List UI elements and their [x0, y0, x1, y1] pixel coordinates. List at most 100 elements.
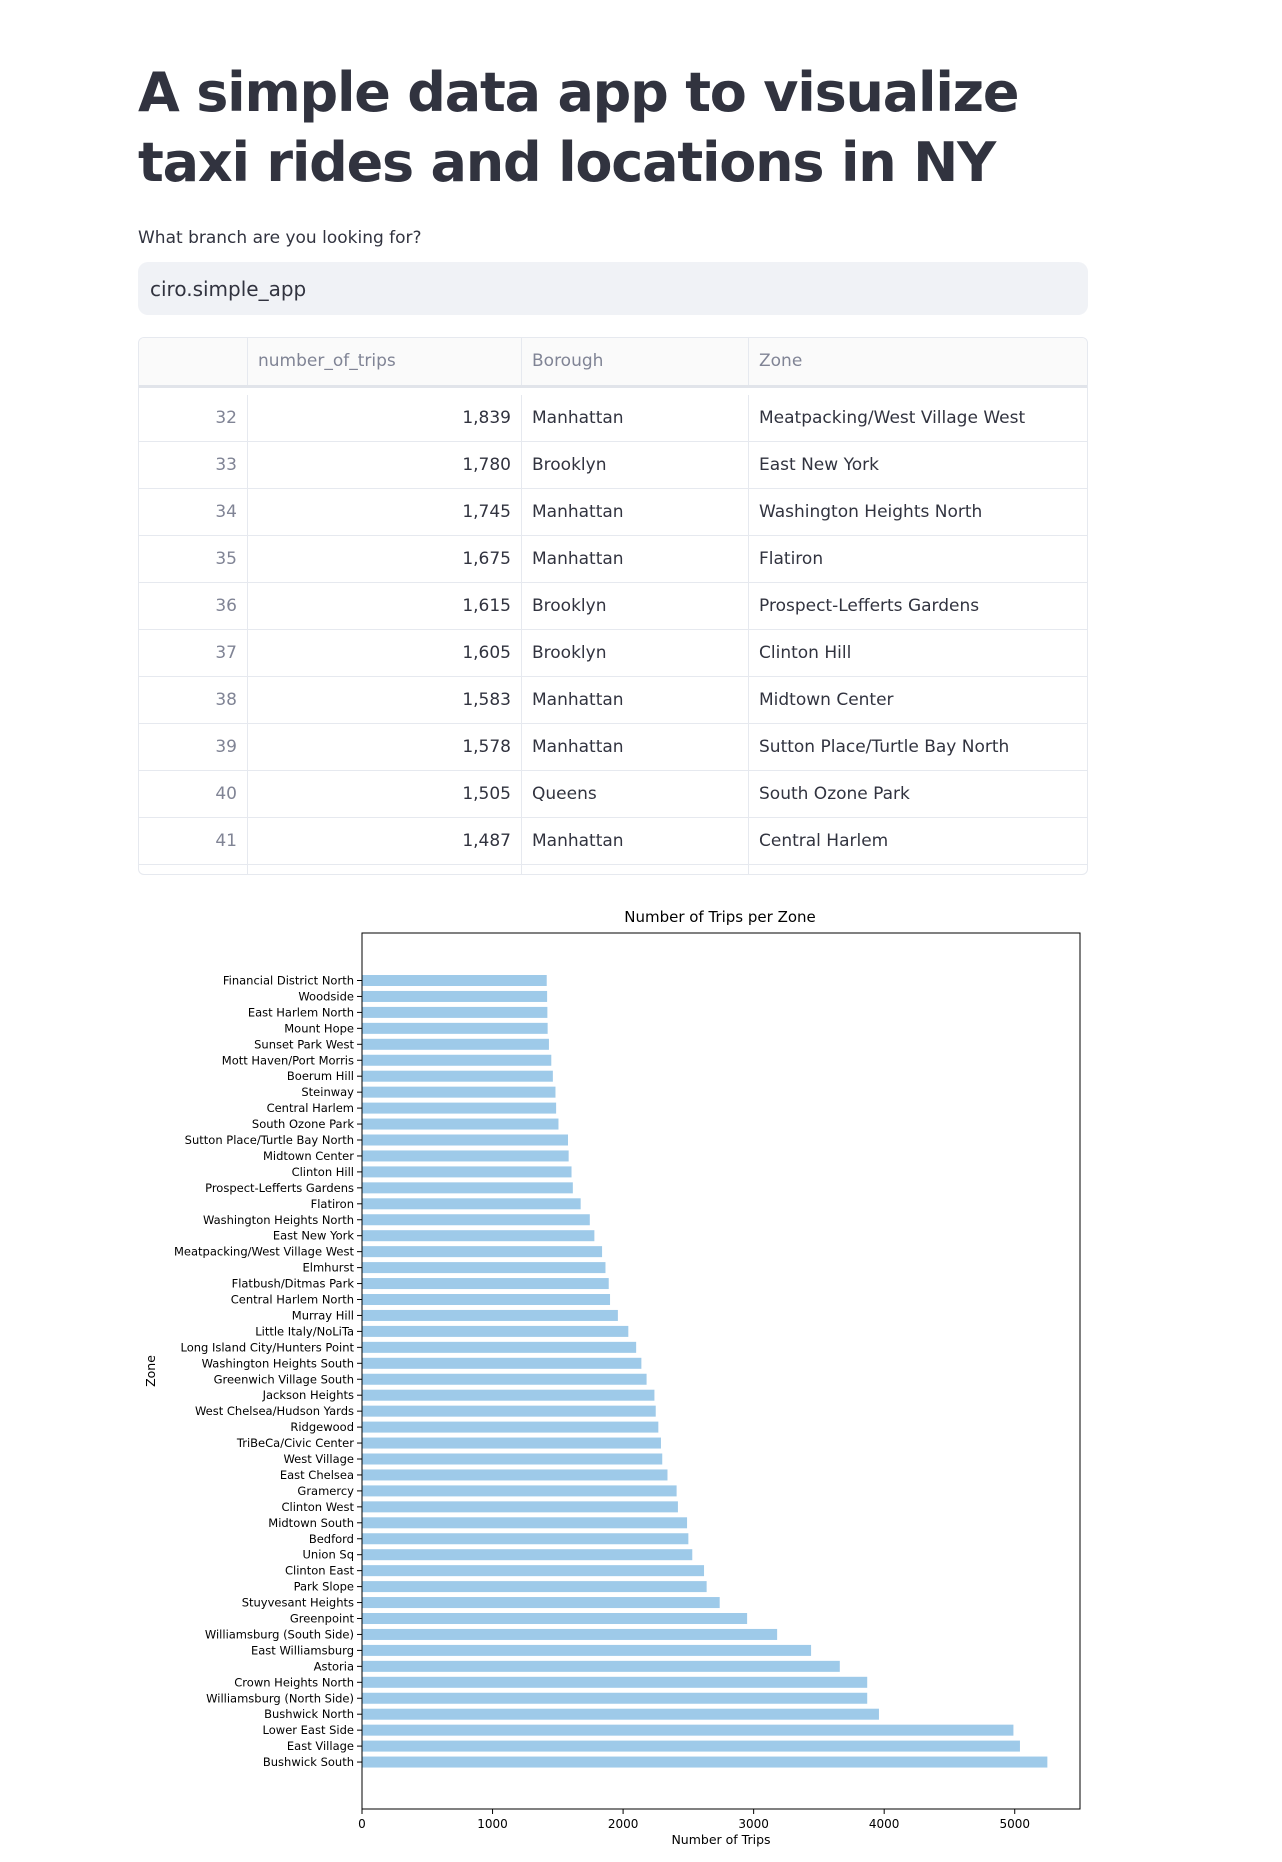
bar-washington-heights-north	[362, 1214, 590, 1226]
table-row[interactable]: 36 1,615 Brooklyn Prospect-Lefferts Gard…	[139, 583, 1087, 630]
bar-lower-east-side	[362, 1724, 1014, 1736]
cell-zone[interactable]: Midtown Center	[759, 690, 894, 710]
row-index: 38	[139, 677, 248, 723]
bar-midtown-center	[362, 1150, 569, 1162]
row-index: 39	[139, 724, 248, 770]
row-index	[139, 865, 248, 874]
bar-east-new-york	[362, 1230, 595, 1242]
data-table[interactable]: number_of_trips Borough Zone 32 1,839 Ma…	[138, 337, 1088, 875]
bar-long-island-city-hunters-point	[362, 1341, 637, 1353]
cell-zone[interactable]: Central Harlem	[759, 831, 889, 851]
y-tick-label: Bedford	[309, 1532, 354, 1546]
table-row[interactable]: 41 1,487 Manhattan Central Harlem	[139, 818, 1087, 865]
bar-mott-haven-port-morris	[362, 1054, 552, 1066]
y-tick-label: Long Island City/Hunters Point	[180, 1340, 354, 1354]
cell-zone[interactable]: Prospect-Lefferts Gardens	[759, 596, 980, 616]
y-tick-label: Greenwich Village South	[214, 1372, 354, 1386]
bar-east-village	[362, 1740, 1020, 1752]
y-tick-label: Stuyvesant Heights	[242, 1596, 354, 1610]
y-tick-label: Park Slope	[294, 1580, 354, 1594]
cell-borough[interactable]: Brooklyn	[522, 630, 749, 676]
cell-zone[interactable]	[749, 865, 1087, 874]
bar-bedford	[362, 1533, 689, 1545]
y-tick-label: Bushwick North	[264, 1707, 354, 1721]
bar-crown-heights-north	[362, 1676, 868, 1688]
cell-borough[interactable]: Brooklyn	[522, 442, 749, 488]
bar-west-village	[362, 1453, 663, 1465]
trips-per-zone-chart: Number of Trips per Zone Financial Distr…	[143, 908, 1081, 1847]
cell-borough[interactable]: Queens	[522, 771, 749, 817]
cell-borough[interactable]	[522, 865, 749, 874]
y-tick-label: Financial District North	[223, 974, 354, 988]
table-header: number_of_trips Borough Zone	[139, 338, 1087, 388]
cell-number-of-trips[interactable]: 1,505	[248, 771, 522, 817]
y-tick-label: Washington Heights North	[203, 1213, 354, 1227]
table-row[interactable]: 40 1,505 Queens South Ozone Park	[139, 771, 1087, 818]
y-tick-label: Greenpoint	[290, 1612, 355, 1626]
table-row[interactable]: 39 1,578 Manhattan Sutton Place/Turtle B…	[139, 724, 1087, 771]
cell-borough[interactable]: Manhattan	[522, 489, 749, 535]
cell-number-of-trips[interactable]: 1,745	[248, 489, 522, 535]
bar-clinton-west	[362, 1501, 678, 1513]
bar-east-williamsburg	[362, 1644, 812, 1656]
y-tick-label: Ridgewood	[290, 1420, 354, 1434]
cell-borough[interactable]: Brooklyn	[522, 583, 749, 629]
table-row[interactable]: 37 1,605 Brooklyn Clinton Hill	[139, 630, 1087, 677]
y-tick-label: Washington Heights South	[202, 1356, 354, 1370]
table-row[interactable]: 32 1,839 Manhattan Meatpacking/West Vill…	[139, 395, 1087, 442]
bar-tribeca-civic-center	[362, 1437, 661, 1449]
table-row[interactable]: 33 1,780 Brooklyn East New York	[139, 442, 1087, 489]
y-tick-label: Elmhurst	[303, 1261, 355, 1275]
table-row[interactable]: 35 1,675 Manhattan Flatiron	[139, 536, 1087, 583]
plot-frame	[361, 932, 1081, 1810]
cell-number-of-trips[interactable]: 1,487	[248, 818, 522, 864]
bar-midtown-south	[362, 1517, 688, 1529]
cell-zone[interactable]: East New York	[759, 455, 879, 475]
cell-number-of-trips[interactable]: 1,578	[248, 724, 522, 770]
column-header-borough[interactable]: Borough	[522, 338, 749, 385]
y-tick-label: Prospect-Lefferts Gardens	[205, 1181, 354, 1195]
branch-input[interactable]	[138, 262, 1088, 315]
column-header-number-of-trips[interactable]: number_of_trips	[248, 338, 522, 385]
cell-zone[interactable]: Clinton Hill	[759, 643, 852, 663]
bar-elmhurst	[362, 1262, 606, 1274]
cell-number-of-trips[interactable]: 1,615	[248, 583, 522, 629]
cell-borough[interactable]: Manhattan	[522, 724, 749, 770]
bar-boerum-hill	[362, 1070, 553, 1082]
y-tick-label: Mott Haven/Port Morris	[222, 1053, 354, 1067]
cell-number-of-trips[interactable]: 1,583	[248, 677, 522, 723]
cell-borough[interactable]: Manhattan	[522, 818, 749, 864]
cell-borough[interactable]: Manhattan	[522, 677, 749, 723]
cell-borough[interactable]: Manhattan	[522, 536, 749, 582]
cell-number-of-trips[interactable]: 1,605	[248, 630, 522, 676]
cell-number-of-trips[interactable]: 1,675	[248, 536, 522, 582]
column-header-zone[interactable]: Zone	[759, 351, 803, 371]
table-row-partial[interactable]	[139, 865, 1087, 874]
cell-zone[interactable]: Flatiron	[759, 549, 824, 569]
cell-number-of-trips[interactable]	[248, 865, 522, 874]
x-tick-label: 2000	[608, 1817, 639, 1831]
x-axis-label: Number of Trips	[671, 1832, 770, 1847]
cell-number-of-trips[interactable]: 1,780	[248, 442, 522, 488]
cell-zone[interactable]: Sutton Place/Turtle Bay North	[759, 737, 1010, 757]
y-tick-label: Boerum Hill	[287, 1069, 354, 1083]
table-row[interactable]: 34 1,745 Manhattan Washington Heights No…	[139, 489, 1087, 536]
cell-number-of-trips[interactable]: 1,839	[248, 395, 522, 441]
table-row[interactable]: 38 1,583 Manhattan Midtown Center	[139, 677, 1087, 724]
cell-zone[interactable]: South Ozone Park	[759, 784, 910, 804]
row-index: 33	[139, 442, 248, 488]
y-tick-label: East New York	[273, 1229, 354, 1243]
y-tick-label: South Ozone Park	[252, 1117, 354, 1131]
y-tick-label: Williamsburg (South Side)	[205, 1627, 354, 1641]
cell-zone[interactable]: Meatpacking/West Village West	[759, 408, 1026, 428]
y-tick-label: Flatiron	[311, 1197, 354, 1211]
y-axis-label: Zone	[143, 1355, 158, 1387]
bar-park-slope	[362, 1581, 707, 1593]
bar-financial-district-north	[362, 975, 547, 986]
cell-borough[interactable]: Manhattan	[522, 395, 749, 441]
cell-zone[interactable]: Washington Heights North	[759, 502, 983, 522]
bar-williamsburg-south-side	[362, 1628, 778, 1640]
column-header-index[interactable]	[139, 338, 248, 385]
bar-murray-hill	[362, 1309, 618, 1321]
y-tick-label: TriBeCa/Civic Center	[236, 1436, 354, 1450]
